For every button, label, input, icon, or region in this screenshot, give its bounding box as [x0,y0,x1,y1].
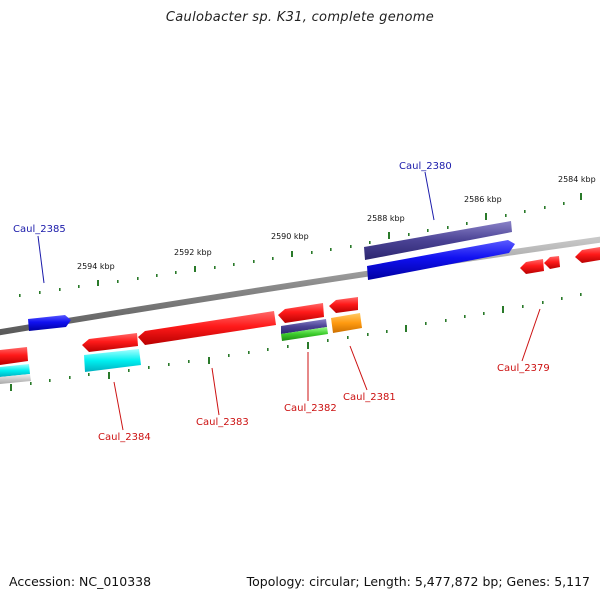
forward-strand-genes [28,221,515,331]
gene-caul-2381-orange[interactable] [331,313,362,333]
gene-caul-2383[interactable] [138,311,276,345]
gene-caul-2379-b[interactable] [544,256,560,269]
gene-caul-2380[interactable] [364,221,512,260]
gene-caul-2382-purple[interactable] [281,319,327,334]
label-caul-2379[interactable]: Caul_2379 [497,363,550,374]
gene-red-edge-right[interactable] [575,247,600,263]
label-caul-2381[interactable]: Caul_2381 [343,392,396,403]
label-leaders [37,171,541,431]
gene-red-edge-left[interactable] [0,347,28,365]
outer-tick-row [19,193,582,297]
tick-label-2594: 2594 kbp [77,262,115,271]
gene-caul-2384-red[interactable] [82,333,138,352]
gene-caul-2381-red[interactable] [329,297,358,313]
label-caul-2380[interactable]: Caul_2380 [399,161,452,172]
gene-gray-edge-left[interactable] [0,374,31,384]
gene-blue-large[interactable] [367,240,515,280]
genome-backbone [0,236,600,336]
gene-caul-2385[interactable] [28,315,71,331]
reverse-strand-genes [0,247,600,384]
label-caul-2384[interactable]: Caul_2384 [98,432,151,443]
inner-tick-row [10,293,582,391]
tick-label-2584: 2584 kbp [558,175,596,184]
label-caul-2382[interactable]: Caul_2382 [284,403,337,414]
tick-label-2588: 2588 kbp [367,214,405,223]
gene-caul-2384-cyan[interactable] [84,349,141,372]
gene-cyan-edge-left[interactable] [0,364,30,377]
gene-caul-2382-red[interactable] [278,303,324,323]
accession-text: Accession: NC_010338 [9,574,152,589]
label-caul-2383[interactable]: Caul_2383 [196,417,249,428]
tick-label-2586: 2586 kbp [464,195,502,204]
gene-caul-2382-green[interactable] [281,327,328,341]
tick-label-2590: 2590 kbp [271,232,309,241]
gene-caul-2379-a[interactable] [520,259,544,274]
tick-label-2592: 2592 kbp [174,248,212,257]
genome-summary-text: Topology: circular; Length: 5,477,872 bp… [246,574,590,589]
map-title: Caulobacter sp. K31, complete genome [165,10,435,25]
label-caul-2385[interactable]: Caul_2385 [13,224,66,235]
